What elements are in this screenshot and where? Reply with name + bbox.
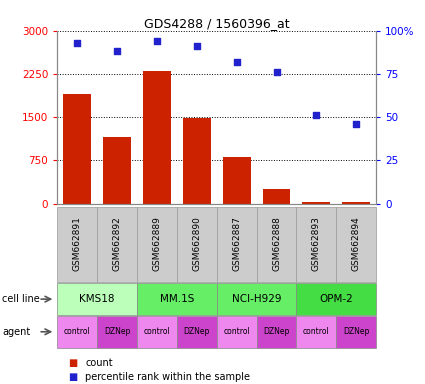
Text: agent: agent bbox=[2, 327, 30, 337]
Bar bbox=[57, 316, 97, 348]
Text: DZNep: DZNep bbox=[264, 327, 290, 336]
Text: GSM662892: GSM662892 bbox=[113, 216, 122, 271]
Bar bbox=[217, 316, 257, 348]
Bar bbox=[336, 316, 376, 348]
Bar bbox=[336, 207, 376, 282]
Bar bbox=[177, 207, 217, 282]
Text: control: control bbox=[223, 327, 250, 336]
Text: GSM662890: GSM662890 bbox=[193, 216, 201, 271]
Bar bbox=[137, 207, 177, 282]
Text: NCI-H929: NCI-H929 bbox=[232, 294, 281, 304]
Bar bbox=[257, 207, 296, 282]
Bar bbox=[342, 202, 370, 204]
Point bbox=[114, 48, 121, 55]
Bar bbox=[223, 157, 251, 204]
Bar bbox=[137, 283, 217, 315]
Bar bbox=[137, 316, 177, 348]
Bar bbox=[303, 202, 330, 204]
Bar bbox=[296, 207, 336, 282]
Point bbox=[233, 59, 240, 65]
Point bbox=[313, 112, 320, 118]
Point bbox=[273, 69, 280, 75]
Point bbox=[353, 121, 360, 127]
Bar bbox=[57, 207, 97, 282]
Bar bbox=[63, 94, 91, 204]
Bar bbox=[217, 283, 296, 315]
Bar bbox=[217, 207, 257, 282]
Bar bbox=[296, 316, 336, 348]
Text: GSM662888: GSM662888 bbox=[272, 216, 281, 271]
Text: control: control bbox=[303, 327, 330, 336]
Bar bbox=[57, 283, 137, 315]
Text: GSM662893: GSM662893 bbox=[312, 216, 321, 271]
Point bbox=[193, 43, 200, 49]
Bar bbox=[177, 316, 217, 348]
Text: ■: ■ bbox=[68, 372, 77, 382]
Text: ■: ■ bbox=[68, 358, 77, 368]
Text: percentile rank within the sample: percentile rank within the sample bbox=[85, 372, 250, 382]
Point bbox=[153, 38, 160, 44]
Text: GSM662894: GSM662894 bbox=[352, 216, 361, 271]
Text: OPM-2: OPM-2 bbox=[320, 294, 353, 304]
Text: KMS18: KMS18 bbox=[79, 294, 115, 304]
Text: GSM662891: GSM662891 bbox=[73, 216, 82, 271]
Bar bbox=[296, 283, 376, 315]
Bar bbox=[263, 189, 290, 204]
Text: control: control bbox=[64, 327, 91, 336]
Point bbox=[74, 40, 81, 46]
Text: count: count bbox=[85, 358, 113, 368]
Bar bbox=[143, 71, 171, 204]
Bar bbox=[97, 207, 137, 282]
Text: control: control bbox=[144, 327, 170, 336]
Text: GSM662887: GSM662887 bbox=[232, 216, 241, 271]
Bar bbox=[103, 137, 131, 204]
Bar bbox=[257, 316, 296, 348]
Text: DZNep: DZNep bbox=[104, 327, 130, 336]
Bar bbox=[97, 316, 137, 348]
Text: DZNep: DZNep bbox=[343, 327, 369, 336]
Text: GSM662889: GSM662889 bbox=[153, 216, 162, 271]
Title: GDS4288 / 1560396_at: GDS4288 / 1560396_at bbox=[144, 17, 289, 30]
Text: DZNep: DZNep bbox=[184, 327, 210, 336]
Bar bbox=[183, 118, 211, 204]
Text: MM.1S: MM.1S bbox=[160, 294, 194, 304]
Text: cell line: cell line bbox=[2, 294, 40, 304]
